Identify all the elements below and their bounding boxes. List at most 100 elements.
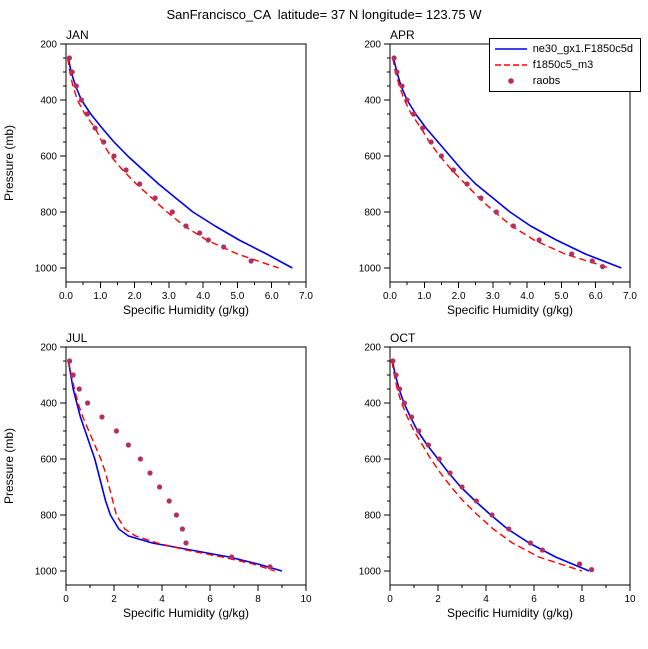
y-tick-label: 600: [364, 455, 381, 466]
y-tick-label: 800: [40, 208, 57, 219]
y-tick-label: 400: [364, 399, 381, 410]
series-f1850c5-m3: [392, 57, 610, 269]
chart-apr: 200 400 600 800 1000 0.0 1.0 2.0 3.0 4.0 5.0 6.0 7.0…: [359, 28, 638, 317]
panel-title: OCT: [390, 331, 416, 345]
series-raobs: [66, 55, 254, 264]
y-tick-label: 200: [40, 343, 57, 354]
x-axis-title: Specific Humidity (g/kg): [447, 303, 573, 317]
y-axis: [384, 346, 390, 572]
x-tick-label: 2: [435, 594, 441, 605]
y-tick-label: 600: [364, 152, 381, 163]
plot-frame: [65, 43, 307, 283]
y-tick-label: 1000: [359, 264, 382, 275]
legend-entry: f1850c5_m3: [494, 57, 633, 73]
y-tick-label: 800: [40, 511, 57, 522]
y-tick-label: 600: [40, 152, 57, 163]
y-axis: [60, 43, 66, 269]
x-tick-label: 4.0: [520, 291, 534, 302]
x-tick-label: 0.0: [383, 291, 397, 302]
x-tick-label: 8: [255, 594, 261, 605]
x-tick-label: 5.0: [554, 291, 568, 302]
x-axis-title: Specific Humidity (g/kg): [123, 606, 249, 620]
y-tick-label: 600: [40, 455, 57, 466]
series-raobs: [67, 358, 273, 570]
plot-frame: [65, 346, 307, 586]
y-tick-label: 800: [364, 511, 381, 522]
series-f1850c5-m3: [391, 360, 583, 572]
legend-entry: ne30_gx1.F1850c5d: [494, 41, 633, 57]
series-f1850c5-m3: [67, 57, 279, 269]
chart-panel-jan: 200 400 600 800 1000 0.0 1.0 2.0 3.0 4.0 5.0 6.0 7.0…: [0, 26, 324, 329]
x-tick-label: 6: [531, 594, 537, 605]
legend-dashed-line-icon: [494, 64, 527, 66]
chart-jul: 200 400 600 800 1000 0 2 4 6 8 10 JUL Specific Humid…: [2, 331, 312, 620]
x-tick-label: 2.0: [128, 291, 142, 302]
plot-frame: [389, 346, 631, 586]
y-axis-title: Pressure (mb): [2, 125, 16, 201]
figure-title: SanFrancisco_CA latitude= 37 N longitude…: [166, 7, 482, 22]
series-ne30-gx1-f1850c5d: [392, 57, 622, 269]
x-tick-label: 8: [579, 594, 585, 605]
x-tick-label: 2: [111, 594, 117, 605]
x-axis: [389, 282, 631, 288]
y-tick-label: 400: [40, 399, 57, 410]
legend-label: raobs: [532, 75, 561, 87]
chart-oct: 200 400 600 800 1000 0 2 4 6 8 10 OCT Specific Humid…: [359, 331, 636, 620]
panel-title: JUL: [66, 331, 88, 345]
y-tick-label: 200: [364, 343, 381, 354]
legend-entry: raobs: [494, 73, 633, 89]
y-tick-label: 200: [364, 40, 381, 51]
y-tick-label: 200: [40, 40, 57, 51]
panels-grid: 200 400 600 800 1000 0.0 1.0 2.0 3.0 4.0 5.0 6.0 7.0…: [0, 26, 648, 632]
y-tick-label: 1000: [35, 264, 58, 275]
y-tick-label: 800: [364, 208, 381, 219]
x-tick-label: 6.0: [589, 291, 603, 302]
series-ne30-gx1-f1850c5d: [67, 57, 293, 269]
x-axis: [65, 585, 307, 591]
x-tick-label: 3.0: [162, 291, 176, 302]
chart-panel-apr: 200 400 600 800 1000 0.0 1.0 2.0 3.0 4.0 5.0 6.0 7.0…: [324, 26, 648, 329]
chart-jan: 200 400 600 800 1000 0.0 1.0 2.0 3.0 4.0 5.0 6.0 7.0…: [2, 28, 313, 317]
x-tick-label: 10: [300, 594, 312, 605]
x-tick-label: 0.0: [59, 291, 73, 302]
x-tick-label: 1.0: [417, 291, 431, 302]
x-tick-label: 0: [387, 594, 393, 605]
x-tick-label: 0: [63, 594, 69, 605]
chart-panel-jul: 200 400 600 800 1000 0 2 4 6 8 10 JUL Specific Humid…: [0, 329, 324, 632]
x-tick-label: 1.0: [93, 291, 107, 302]
chart-panel-oct: 200 400 600 800 1000 0 2 4 6 8 10 OCT Specific Humid…: [324, 329, 648, 632]
series-raobs: [390, 358, 595, 573]
x-axis-title: Specific Humidity (g/kg): [123, 303, 249, 317]
legend-dot-marker-icon: [507, 78, 514, 84]
legend-label: f1850c5_m3: [532, 59, 594, 71]
panel-title: JAN: [66, 28, 89, 42]
series-ne30-gx1-f1850c5d: [391, 360, 590, 572]
series-f1850c5-m3: [67, 360, 276, 572]
y-axis-title: Pressure (mb): [2, 428, 16, 504]
x-tick-label: 2.0: [452, 291, 466, 302]
x-axis-title: Specific Humidity (g/kg): [447, 606, 573, 620]
x-tick-label: 4.0: [196, 291, 210, 302]
x-tick-label: 4: [159, 594, 165, 605]
x-tick-label: 5.0: [230, 291, 244, 302]
y-tick-label: 1000: [35, 567, 58, 578]
x-tick-label: 3.0: [486, 291, 500, 302]
x-tick-label: 6: [207, 594, 213, 605]
x-tick-label: 7.0: [623, 291, 637, 302]
y-tick-label: 400: [40, 96, 57, 107]
legend-label: ne30_gx1.F1850c5d: [532, 43, 633, 55]
x-tick-label: 4: [483, 594, 489, 605]
x-tick-label: 6.0: [265, 291, 279, 302]
x-tick-label: 10: [624, 594, 636, 605]
series-ne30-gx1-f1850c5d: [67, 360, 283, 572]
series-raobs: [391, 55, 606, 270]
y-axis: [384, 43, 390, 269]
y-tick-label: 1000: [359, 567, 382, 578]
x-axis: [389, 585, 631, 591]
y-tick-label: 400: [364, 96, 381, 107]
x-tick-label: 7.0: [299, 291, 313, 302]
y-axis: [60, 346, 66, 572]
legend-solid-line-icon: [494, 48, 527, 50]
